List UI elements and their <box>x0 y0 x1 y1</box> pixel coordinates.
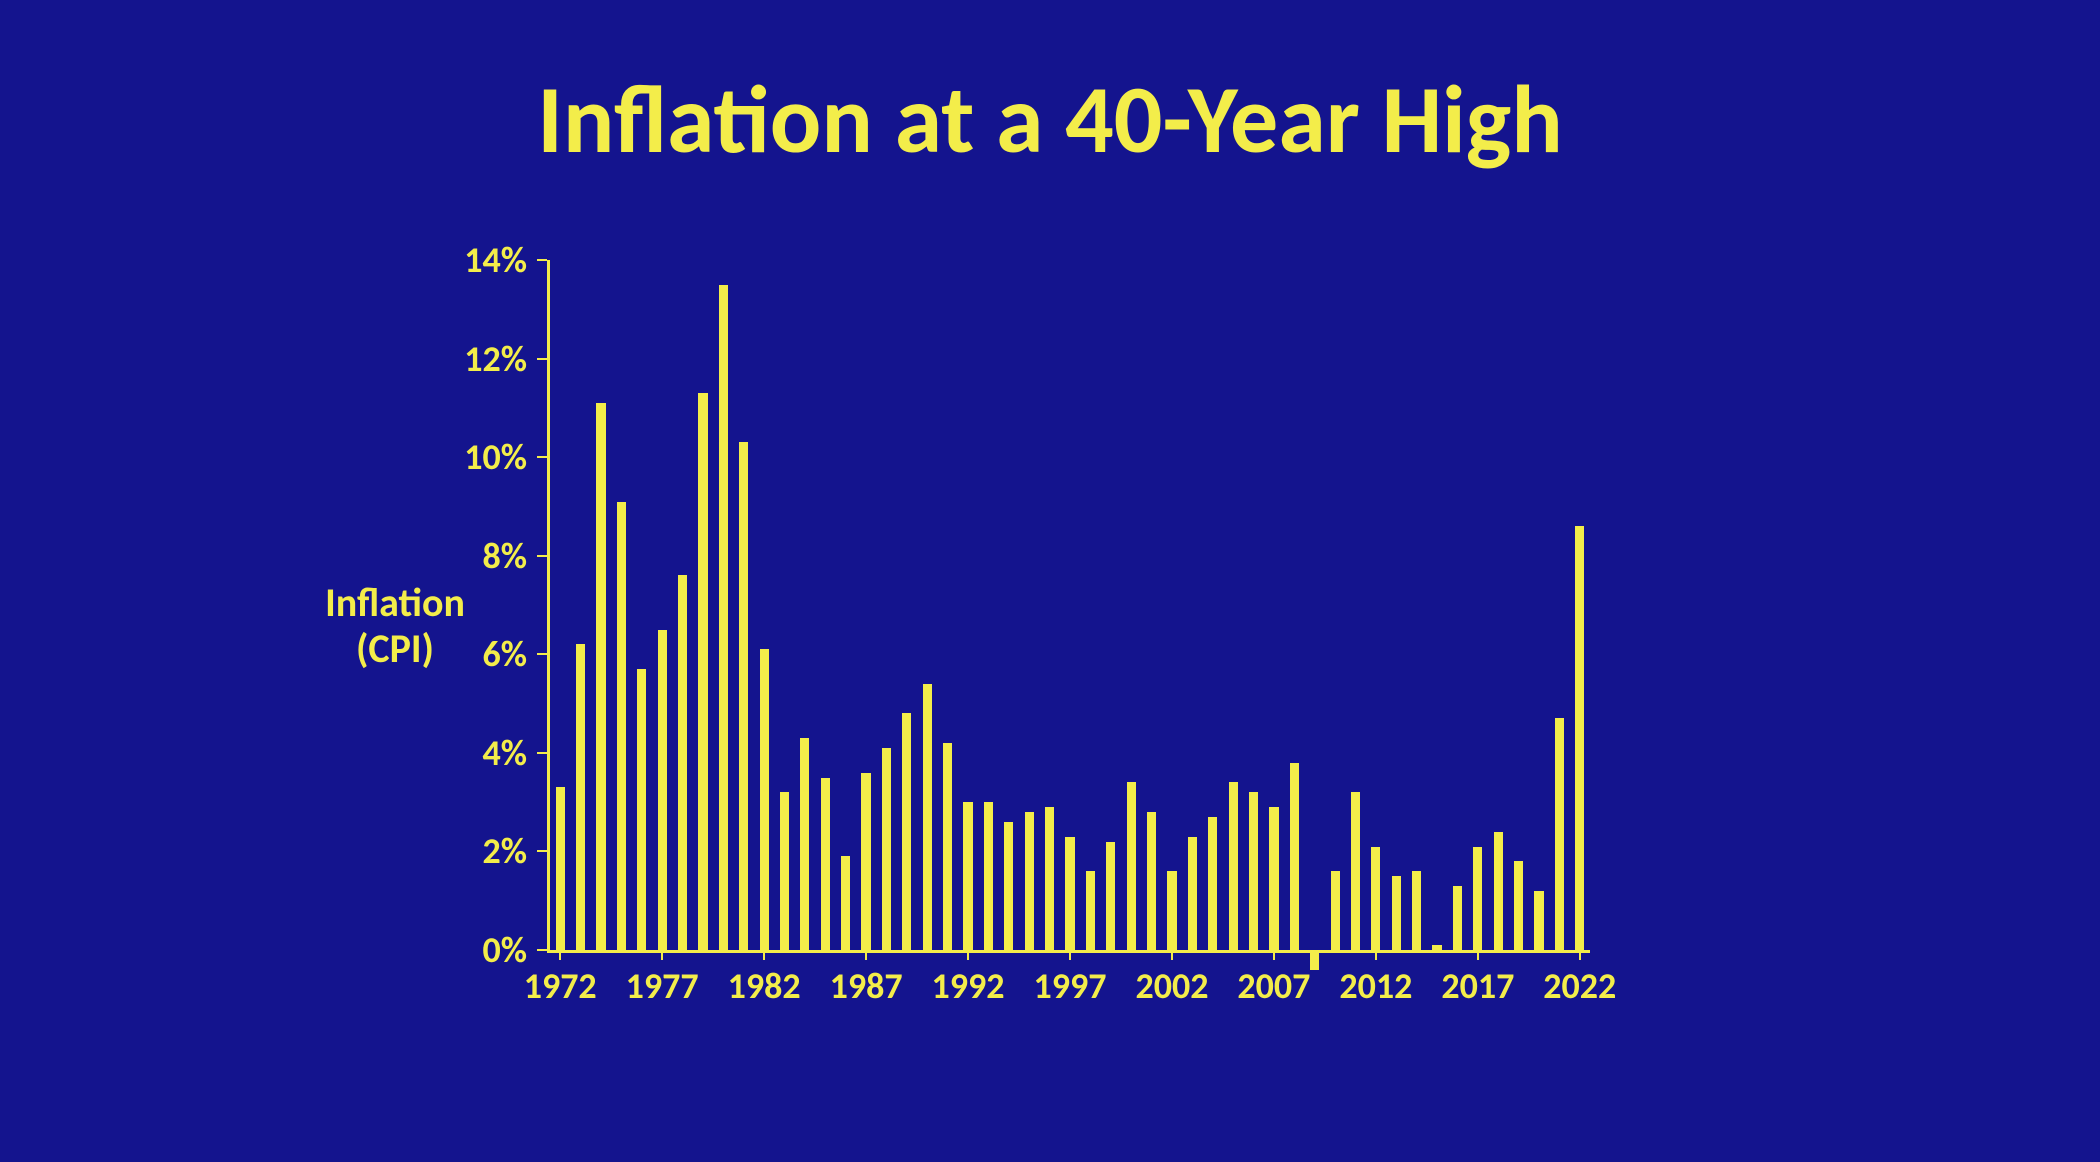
x-tick <box>1477 950 1479 960</box>
bar <box>1249 792 1258 950</box>
chart-title: Inflation at a 40-Year High <box>0 70 2100 171</box>
bar <box>902 713 911 950</box>
bar <box>1269 807 1278 950</box>
x-tick <box>865 950 867 960</box>
y-tick <box>537 358 547 360</box>
bar <box>1555 718 1564 950</box>
bar <box>1127 782 1136 950</box>
y-tick-label: 14% <box>427 238 527 282</box>
x-tick <box>1069 950 1071 960</box>
bar <box>1392 876 1401 950</box>
bar <box>1371 847 1380 951</box>
y-tick-label: 12% <box>427 337 527 381</box>
y-tick-label: 0% <box>427 928 527 972</box>
bar <box>1290 763 1299 950</box>
y-tick <box>537 653 547 655</box>
y-tick-label: 4% <box>427 731 527 775</box>
bar <box>963 802 972 950</box>
bar <box>861 773 870 950</box>
bar <box>576 644 585 950</box>
x-tick <box>1579 950 1581 960</box>
y-tick-label: 10% <box>427 435 527 479</box>
bar <box>780 792 789 950</box>
x-tick-label: 2012 <box>1339 964 1412 1008</box>
bar <box>556 787 565 950</box>
y-tick-label: 2% <box>427 829 527 873</box>
bar <box>1167 871 1176 950</box>
bar <box>1351 792 1360 950</box>
y-tick <box>537 555 547 557</box>
bar <box>923 684 932 950</box>
y-tick <box>537 850 547 852</box>
bar <box>943 743 952 950</box>
x-tick <box>1273 950 1275 960</box>
x-tick <box>559 950 561 960</box>
bar <box>1045 807 1054 950</box>
y-axis <box>547 260 550 950</box>
bar <box>882 748 891 950</box>
x-tick-label: 1992 <box>932 964 1005 1008</box>
y-tick-label: 8% <box>427 534 527 578</box>
bar <box>719 285 728 950</box>
bar <box>1004 822 1013 950</box>
y-tick-label: 6% <box>427 632 527 676</box>
bar <box>1229 782 1238 950</box>
bar <box>1208 817 1217 950</box>
slide: Inflation at a 40-Year High Inflation (C… <box>0 0 2100 1162</box>
y-tick <box>537 456 547 458</box>
y-tick <box>537 259 547 261</box>
bar <box>1147 812 1156 950</box>
x-tick-label: 1987 <box>830 964 903 1008</box>
x-tick-label: 1982 <box>728 964 801 1008</box>
bar <box>596 403 605 950</box>
bar <box>1575 526 1584 950</box>
bar <box>1453 886 1462 950</box>
y-tick <box>537 752 547 754</box>
x-tick <box>967 950 969 960</box>
bar <box>841 856 850 950</box>
x-tick <box>1171 950 1173 960</box>
bar <box>1331 871 1340 950</box>
bar <box>1065 837 1074 950</box>
bar <box>658 630 667 950</box>
bar <box>739 442 748 950</box>
bar <box>617 502 626 951</box>
bar <box>1473 847 1482 951</box>
x-tick-label: 1972 <box>524 964 597 1008</box>
bar <box>760 649 769 950</box>
bar <box>678 575 687 950</box>
x-tick-label: 1997 <box>1034 964 1107 1008</box>
bar <box>984 802 993 950</box>
bar <box>1534 891 1543 950</box>
x-tick-label: 2022 <box>1543 964 1616 1008</box>
y-axis-label-line2: (CPI) <box>356 624 434 673</box>
bar <box>1494 832 1503 950</box>
bar <box>698 393 707 950</box>
x-tick <box>661 950 663 960</box>
x-tick-label: 2017 <box>1441 964 1514 1008</box>
x-tick <box>1375 950 1377 960</box>
x-tick-label: 2007 <box>1237 964 1310 1008</box>
bar <box>1106 842 1115 950</box>
bar <box>800 738 809 950</box>
x-tick-label: 1977 <box>626 964 699 1008</box>
x-tick-label: 2002 <box>1135 964 1208 1008</box>
bar <box>637 669 646 950</box>
y-tick <box>537 949 547 951</box>
chart-plot-area: 0%2%4%6%8%10%12%14%197219771982198719921… <box>550 260 1590 950</box>
bar <box>1514 861 1523 950</box>
bar <box>1025 812 1034 950</box>
y-axis-label-line1: Inflation <box>325 578 465 627</box>
bar <box>821 778 830 951</box>
bar <box>1412 871 1421 950</box>
bar <box>1188 837 1197 950</box>
x-tick <box>763 950 765 960</box>
bar <box>1086 871 1095 950</box>
